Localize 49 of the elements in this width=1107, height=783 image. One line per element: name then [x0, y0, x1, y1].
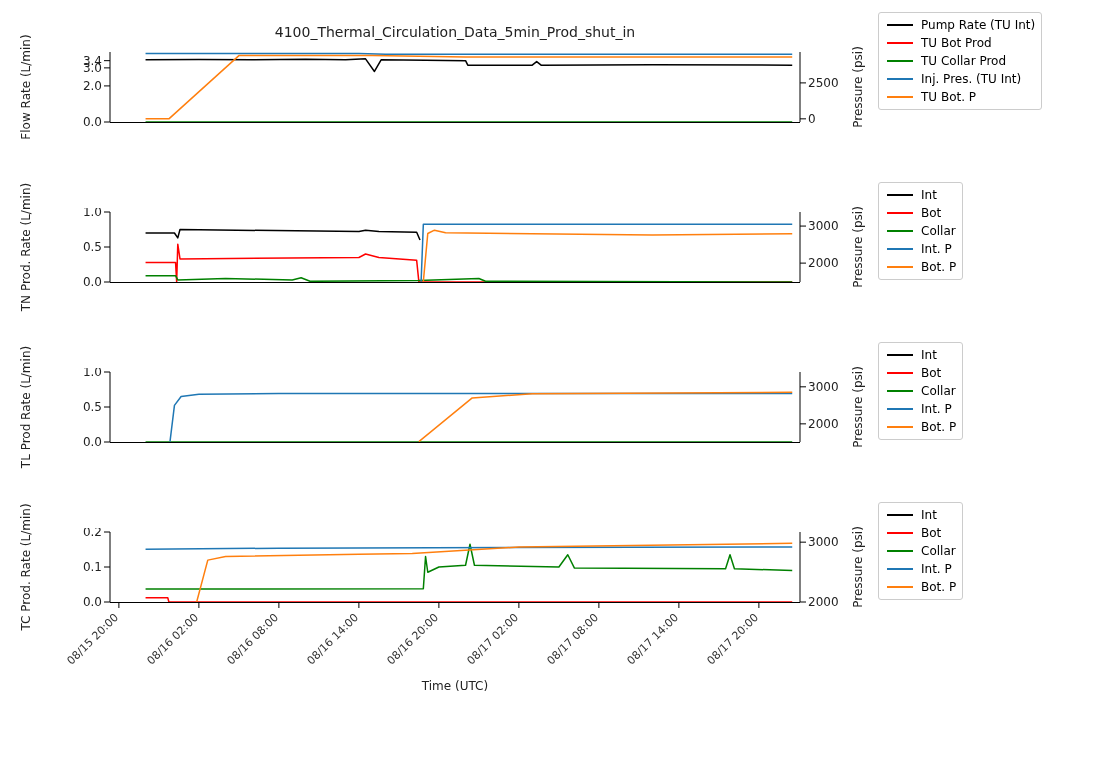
- y-tick-label: 0.0: [82, 595, 102, 610]
- y-axis-title: Flow Rate (L/min): [19, 34, 33, 140]
- y2-tick-label: 3000: [808, 380, 839, 395]
- y-axis-title: TN Prod. Rate (L/min): [19, 182, 33, 312]
- y2-axis-title: Pressure (psi): [851, 46, 865, 128]
- legend-label: TU Collar Prod: [921, 54, 1007, 68]
- y2-tick-label: 0: [808, 112, 816, 127]
- legend-label: Int. P: [921, 562, 952, 576]
- legend-label: Pump Rate (TU Int): [921, 18, 1036, 32]
- y-tick-label: 1.0: [82, 365, 102, 380]
- y-axis-title: TC Prod. Rate (L/min): [19, 503, 33, 631]
- y2-axis-title: Pressure (psi): [851, 526, 865, 608]
- legend-label: Int: [921, 348, 937, 362]
- legend-label: TU Bot Prod: [921, 36, 992, 50]
- y2-axis-title: Pressure (psi): [851, 366, 865, 448]
- y2-tick-label: 2000: [808, 256, 839, 271]
- legend-label: Bot. P: [921, 260, 957, 274]
- y-axis-title: TL Prod Rate (L/min): [19, 345, 33, 469]
- y-tick-label: 0.5: [82, 240, 102, 255]
- y2-tick-label: 2500: [808, 76, 839, 91]
- legend-label: Collar: [921, 544, 956, 558]
- y-tick-label: 0.0: [82, 115, 102, 130]
- legend-label: Bot: [921, 526, 942, 540]
- legend-label: Int. P: [921, 402, 952, 416]
- legend-label: Collar: [921, 384, 956, 398]
- y2-tick-label: 2000: [808, 595, 839, 610]
- legend-label: Bot. P: [921, 420, 957, 434]
- y-tick-label: 0.2: [82, 525, 102, 540]
- legend-label: Inj. Pres. (TU Int): [921, 72, 1022, 86]
- legend-label: Int: [921, 188, 937, 202]
- legend-label: Bot. P: [921, 580, 957, 594]
- legend-label: Collar: [921, 224, 956, 238]
- y-tick-label: 0.1: [82, 560, 102, 575]
- legend-label: Bot: [921, 206, 942, 220]
- y2-tick-label: 2000: [808, 417, 839, 432]
- x-axis-title: Time (UTC): [420, 679, 490, 693]
- legend-label: Bot: [921, 366, 942, 380]
- legend-label: Int. P: [921, 242, 952, 256]
- y-tick-label: 0.5: [82, 400, 102, 415]
- y2-tick-label: 3000: [808, 535, 839, 550]
- chart-title: 4100_Thermal_Circulation_Data_5min_Prod_shut_in: [273, 24, 637, 40]
- y2-tick-label: 3000: [808, 219, 839, 234]
- legend-label: TU Bot. P: [921, 90, 977, 104]
- y-tick-label: 0.0: [82, 435, 102, 450]
- y2-axis-title: Pressure (psi): [851, 206, 865, 288]
- legend-label: Int: [921, 508, 937, 522]
- y-tick-label: 1.0: [82, 205, 102, 220]
- y-tick-label: 0.0: [82, 275, 102, 290]
- y-tick-label: 2.0: [82, 79, 102, 94]
